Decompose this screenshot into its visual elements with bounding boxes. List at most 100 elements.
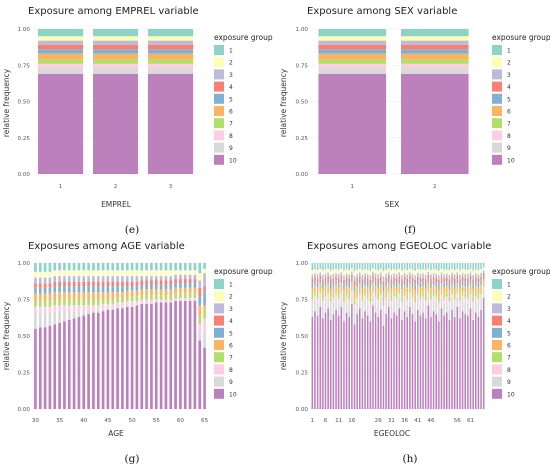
bar-segment-group-5 [340,279,343,284]
bar-segment-group-6 [353,291,356,300]
bar-segment-group-1 [77,263,81,271]
bar-segment-group-9 [77,311,81,318]
bar-segment-group-6 [467,287,469,295]
bar-segment-group-7 [464,293,466,298]
bar-segment-group-6 [475,285,477,293]
bar-segment-group-9 [372,295,374,306]
bar-segment-group-3 [372,271,374,276]
bar-segment-group-8 [87,305,90,310]
bar-segment-group-5 [92,286,95,293]
bar-segment-group-6 [345,285,348,293]
bar-segment-group-9 [343,307,345,322]
bar-segment-group-8 [188,298,192,301]
bar-segment-group-10 [82,315,86,409]
bar-segment-group-5 [400,49,469,54]
legend-label: 5 [229,330,233,337]
bar-segment-group-7 [409,288,411,293]
bar-segment-group-9 [377,304,379,318]
bar-segment-group-4 [183,279,187,284]
bar-segment-group-1 [322,263,324,271]
bar-segment-group-7 [377,294,379,300]
bar-segment-group-3 [451,272,453,277]
bar-segment-group-9 [37,68,84,74]
bar-segment-group-8 [400,63,469,69]
x-tick-label: 41 [414,418,422,424]
bar-segment-group-10 [432,311,435,409]
bar-segment-group-4 [154,280,158,285]
legend-label: 10 [507,157,515,164]
bar-segment-group-2 [482,267,485,271]
bar-segment-group-2 [456,268,459,273]
bar-segment-group-7 [316,294,319,299]
bar-segment-group-4 [422,277,424,282]
bar-segment-group-8 [96,305,100,310]
x-tick-label: 30 [32,418,40,424]
bar-segment-group-7 [385,293,387,298]
bar-segment-group-9 [330,306,332,320]
bar-segment-group-1 [337,263,340,270]
bar-segment-group-4 [140,280,144,285]
bar-segment-group-3 [353,275,356,281]
bar-segment-group-8 [111,303,115,309]
bar-segment-group-8 [77,305,81,312]
bar-segment-group-3 [409,272,411,276]
bar-segment-group-7 [467,294,469,299]
bar-segment-group-2 [82,270,86,277]
y-tick-label: 0.50 [296,100,309,106]
bar-segment-group-1 [106,263,110,271]
bar-segment-group-8 [380,294,382,299]
bar-segment-group-2 [116,270,119,277]
bar-segment-group-7 [130,296,134,301]
bar-segment-group-8 [318,63,387,69]
bar-segment-group-9 [369,307,372,322]
bar-segment-group-2 [464,269,466,274]
bar-segment-group-10 [398,308,401,409]
bar-segment-group-2 [467,269,469,275]
bar-segment-group-9 [324,301,327,313]
x-tick-label: 3 [169,184,173,190]
bar-segment-group-10 [179,300,182,409]
bar-segment-group-9 [409,296,411,307]
x-tick-label: 65 [201,418,209,424]
bar-segment-group-6 [366,287,369,295]
bar-segment-group-10 [77,317,81,409]
bar-segment-group-1 [193,263,197,271]
bar-segment-group-7 [446,292,448,297]
bar-segment-group-10 [409,306,411,409]
bar-segment-group-8 [183,298,187,301]
legend-title: exposure group [492,267,550,276]
bar-segment-group-7 [351,287,353,291]
bar-segment-group-5 [96,286,100,293]
bar-segment-group-5 [101,286,105,293]
bar-segment-group-3 [366,274,369,279]
x-axis-label: AGE [108,429,124,438]
bar-segment-group-1 [87,263,90,271]
bar-segment-group-3 [472,274,474,280]
bar-segment-group-5 [38,287,42,294]
legend-key-9 [492,142,502,153]
legend-key-10 [492,388,502,399]
bar-segment-group-9 [364,300,366,312]
bar-segment-group-10 [43,327,47,409]
panel-egeoloc: Exposures among EGEOLOC variable relativ… [279,241,550,465]
bar-segment-group-9 [322,305,324,319]
bar-segment-group-2 [369,270,372,276]
bar-segment-group-5 [92,49,139,54]
bar-segment-group-6 [364,285,366,292]
bar-segment-group-10 [374,312,377,409]
bar-segment-group-6 [377,287,379,295]
bar-segment-group-1 [364,263,366,270]
bar-segment-group-10 [147,73,194,174]
bar-segment-group-9 [87,309,90,315]
bar-segment-group-5 [366,282,369,288]
bar-segment-group-4 [96,281,100,287]
bar-segment-group-4 [361,279,364,284]
bar-segment-group-5 [72,286,76,293]
bar-segment-group-3 [322,274,324,280]
bar-segment-group-5 [395,282,398,288]
bar-segment-group-2 [380,269,382,273]
bar-segment-group-4 [411,277,414,282]
bar-segment-group-10 [359,308,361,409]
bar-segment-group-7 [183,293,187,299]
bar-segment-group-3 [106,276,110,282]
